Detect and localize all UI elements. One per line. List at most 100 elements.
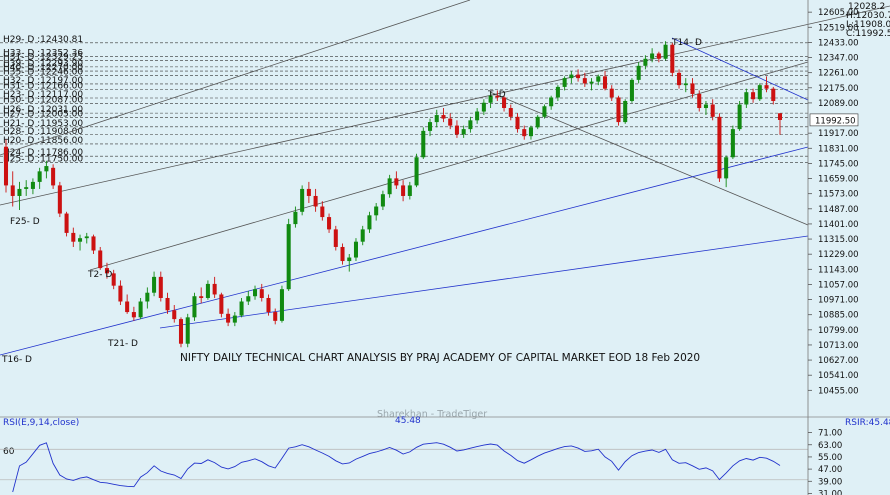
- candle[interactable]: [353, 238, 359, 262]
- candle[interactable]: [17, 181, 22, 211]
- candle[interactable]: [441, 108, 446, 123]
- candle[interactable]: [407, 181, 412, 200]
- candle[interactable]: [582, 72, 587, 87]
- candle[interactable]: [757, 83, 762, 101]
- candle[interactable]: [111, 269, 116, 290]
- candle[interactable]: [199, 287, 204, 304]
- candle[interactable]: [488, 92, 493, 109]
- candle[interactable]: [313, 188, 318, 212]
- candle[interactable]: [37, 167, 42, 189]
- candle[interactable]: [771, 86, 776, 105]
- candle[interactable]: [670, 42, 675, 77]
- candle[interactable]: [10, 171, 15, 207]
- candle[interactable]: [246, 290, 251, 306]
- candle[interactable]: [232, 312, 237, 327]
- candle[interactable]: [64, 211, 69, 237]
- candle[interactable]: [266, 294, 271, 316]
- candle[interactable]: [535, 115, 540, 130]
- candles[interactable]: [3, 41, 783, 348]
- candle[interactable]: [300, 185, 305, 216]
- candle[interactable]: [697, 90, 702, 112]
- candle[interactable]: [51, 164, 56, 189]
- candle[interactable]: [340, 243, 345, 265]
- candle[interactable]: [602, 71, 608, 91]
- candle[interactable]: [569, 71, 574, 84]
- candle[interactable]: [178, 317, 184, 348]
- candle[interactable]: [777, 113, 783, 135]
- candle[interactable]: [454, 120, 459, 138]
- candle[interactable]: [481, 99, 486, 116]
- candle[interactable]: [683, 78, 688, 93]
- candle[interactable]: [495, 90, 500, 101]
- candle[interactable]: [616, 95, 621, 126]
- candle[interactable]: [461, 125, 466, 138]
- candle[interactable]: [158, 271, 163, 302]
- candle[interactable]: [475, 108, 480, 124]
- candle[interactable]: [414, 153, 419, 188]
- candle[interactable]: [710, 99, 715, 121]
- candle[interactable]: [737, 100, 742, 131]
- candle[interactable]: [751, 88, 756, 103]
- candle[interactable]: [347, 254, 352, 272]
- candle[interactable]: [333, 225, 338, 251]
- candle[interactable]: [306, 181, 311, 203]
- candle[interactable]: [636, 62, 641, 84]
- candle[interactable]: [643, 55, 648, 70]
- candle[interactable]: [576, 69, 581, 82]
- candle[interactable]: [468, 116, 473, 133]
- candle[interactable]: [555, 85, 560, 101]
- candle[interactable]: [279, 285, 284, 323]
- candle[interactable]: [656, 51, 661, 63]
- candle[interactable]: [542, 104, 547, 119]
- candle[interactable]: [508, 104, 513, 121]
- candle[interactable]: [596, 74, 601, 86]
- candle[interactable]: [690, 78, 695, 98]
- candle[interactable]: [502, 95, 507, 112]
- candle[interactable]: [320, 201, 325, 221]
- candle[interactable]: [259, 283, 264, 302]
- candle[interactable]: [192, 292, 197, 321]
- candle[interactable]: [145, 287, 150, 309]
- candle[interactable]: [165, 292, 170, 314]
- candle[interactable]: [394, 171, 399, 189]
- candle[interactable]: [98, 246, 103, 270]
- candle[interactable]: [623, 99, 628, 124]
- candle[interactable]: [562, 76, 567, 91]
- candle[interactable]: [609, 85, 614, 101]
- candle[interactable]: [239, 297, 244, 318]
- candle[interactable]: [205, 280, 210, 300]
- candle[interactable]: [71, 227, 76, 247]
- candle[interactable]: [152, 271, 157, 297]
- candle[interactable]: [138, 297, 143, 320]
- candle[interactable]: [401, 180, 406, 202]
- candle[interactable]: [131, 306, 136, 321]
- candle[interactable]: [448, 113, 453, 130]
- candle[interactable]: [528, 125, 533, 140]
- candle[interactable]: [78, 234, 83, 251]
- candle[interactable]: [374, 203, 379, 221]
- candle[interactable]: [118, 280, 123, 306]
- candle[interactable]: [427, 118, 433, 137]
- candle[interactable]: [434, 109, 439, 128]
- candle[interactable]: [3, 139, 9, 193]
- candle[interactable]: [57, 181, 62, 218]
- candle[interactable]: [717, 113, 722, 182]
- candle[interactable]: [663, 41, 668, 61]
- candle[interactable]: [172, 305, 177, 323]
- candle[interactable]: [253, 285, 258, 300]
- candle[interactable]: [549, 95, 554, 110]
- candle[interactable]: [677, 69, 682, 89]
- candle[interactable]: [515, 113, 520, 133]
- candle[interactable]: [387, 174, 392, 198]
- candle[interactable]: [104, 262, 109, 279]
- candle[interactable]: [273, 308, 278, 325]
- candle[interactable]: [367, 211, 372, 233]
- candle[interactable]: [226, 308, 231, 327]
- candle[interactable]: [744, 88, 749, 109]
- candle[interactable]: [650, 48, 655, 63]
- candle[interactable]: [380, 190, 385, 211]
- candle[interactable]: [91, 234, 96, 255]
- candle[interactable]: [730, 125, 735, 160]
- candle[interactable]: [522, 125, 527, 140]
- candle[interactable]: [125, 294, 130, 314]
